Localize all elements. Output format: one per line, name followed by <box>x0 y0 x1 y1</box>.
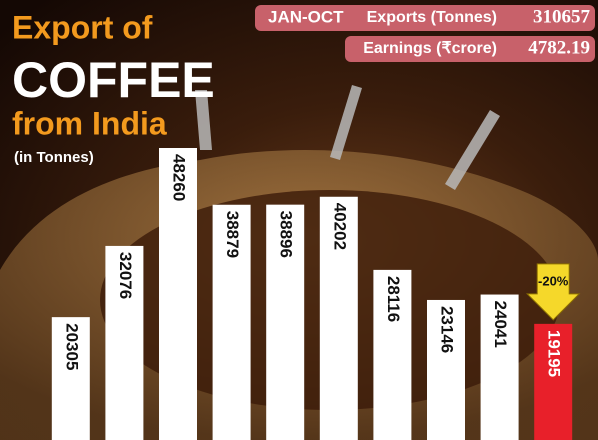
exports-value: 310657 <box>533 6 591 27</box>
bar <box>427 299 465 440</box>
bar <box>105 245 144 440</box>
arrow <box>525 263 581 321</box>
annotation: -20% <box>538 273 569 288</box>
period: JAN-OCT <box>268 7 344 26</box>
bar <box>534 323 573 440</box>
value-label: 32076 <box>116 252 135 299</box>
value-label: 24041 <box>491 301 510 348</box>
subtitle: from India <box>12 105 167 141</box>
bar <box>480 294 519 440</box>
exports-label: Exports (Tonnes) <box>367 9 497 26</box>
bar <box>51 317 90 440</box>
scoops <box>195 85 500 190</box>
header-box <box>345 36 595 62</box>
bar <box>266 204 305 440</box>
value-label: 28116 <box>384 276 403 322</box>
value-label: 48260 <box>170 154 189 201</box>
unit-note: (in Tonnes) <box>14 149 94 166</box>
value-label: 38879 <box>223 211 242 258</box>
bar <box>373 269 412 440</box>
bar <box>319 196 358 440</box>
value-label: 38896 <box>277 211 296 258</box>
value-label: 23146 <box>438 306 457 353</box>
title-main: COFFEE <box>12 52 215 108</box>
value-label: 40202 <box>330 203 349 250</box>
earnings-value: 4782.19 <box>528 37 590 58</box>
bar <box>212 204 251 440</box>
title: Export of <box>12 9 153 45</box>
earnings-label: Earnings (₹crore) <box>363 40 497 57</box>
value-label: 19195 <box>545 330 564 377</box>
header-box <box>255 5 595 31</box>
bar <box>159 148 197 440</box>
value-label: 20305 <box>62 323 81 370</box>
